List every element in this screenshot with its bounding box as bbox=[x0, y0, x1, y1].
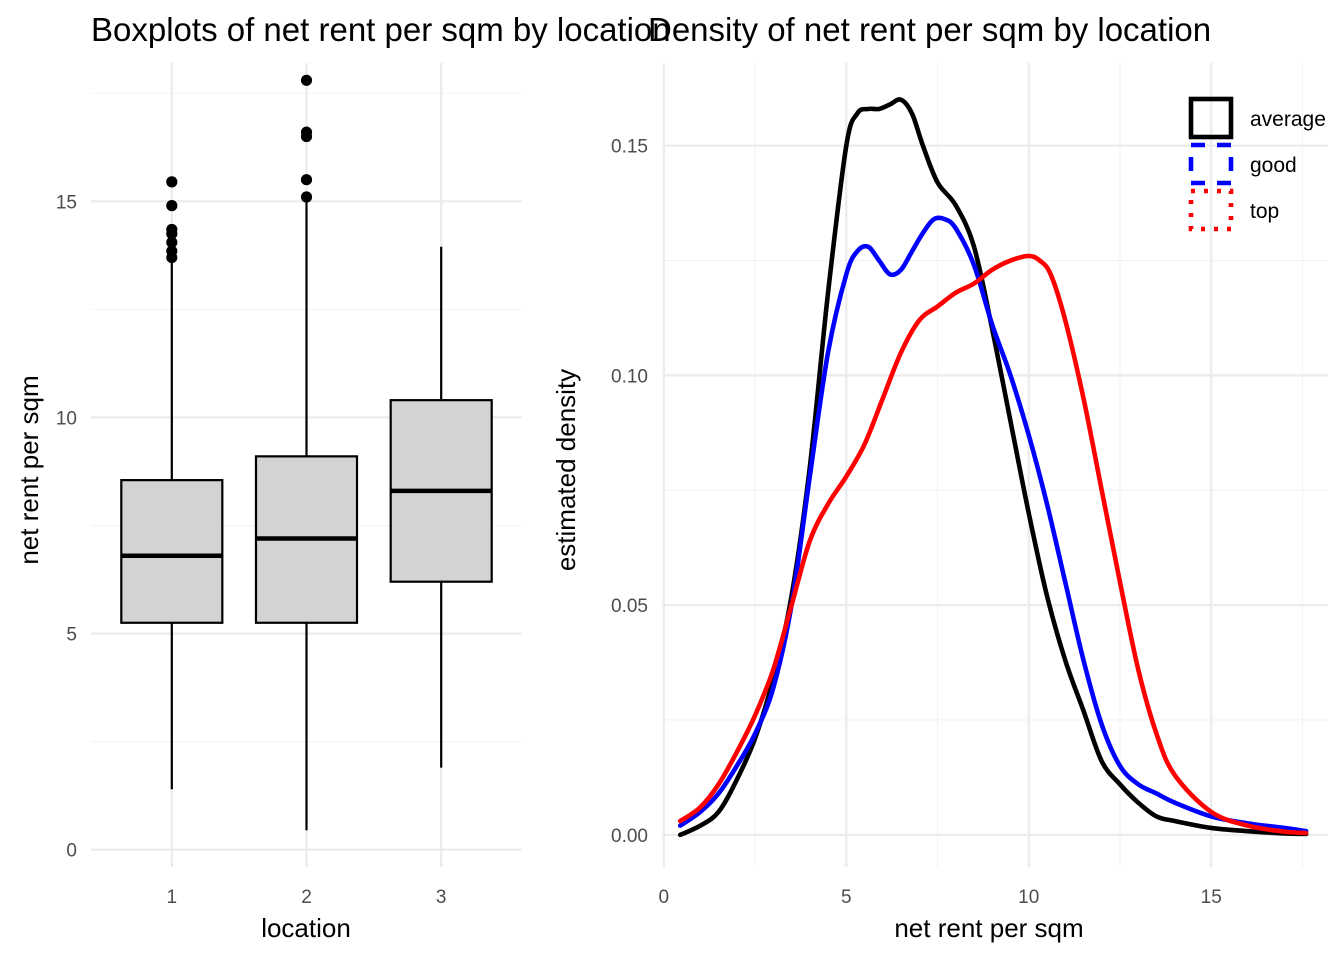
boxplot-box-location-1 bbox=[120, 176, 224, 790]
density-y-tick-labels: 0.00 0.05 0.10 0.15 bbox=[611, 137, 648, 847]
boxplot-outlier-point bbox=[300, 74, 313, 86]
boxplot-outlier-point bbox=[166, 200, 178, 212]
boxplot-outlier-point bbox=[166, 245, 178, 257]
boxplot-box-location-2 bbox=[254, 74, 359, 831]
density-x-axis-title: net rent per sqm bbox=[894, 913, 1083, 943]
boxplot-title: Boxplots of net rent per sqm by location bbox=[91, 11, 671, 48]
legend-item-top: top bbox=[1188, 188, 1279, 232]
boxplot-outlier-point bbox=[166, 236, 178, 248]
density-y-tick-label: 0.00 bbox=[611, 826, 648, 847]
density-x-tick-label: 10 bbox=[1018, 887, 1039, 908]
boxplot-x-tick-labels: 1 2 3 bbox=[167, 887, 447, 908]
boxplot-outlier-point bbox=[300, 126, 313, 138]
density-title: Density of net rent per sqm by location bbox=[648, 11, 1211, 48]
boxplot-y-axis-title: net rent per sqm bbox=[14, 375, 44, 564]
density-legend: average good top bbox=[1188, 96, 1326, 232]
boxplot-outlier-point bbox=[166, 176, 178, 188]
density-gridlines bbox=[662, 63, 1328, 867]
boxplot-y-tick-labels: 0 5 10 15 bbox=[56, 192, 77, 861]
legend-label-average: average bbox=[1250, 108, 1326, 131]
boxplot-y-tick-label: 10 bbox=[56, 408, 77, 429]
density-x-tick-labels: 0 5 10 15 bbox=[659, 887, 1222, 908]
boxplot-x-tick-label: 3 bbox=[436, 887, 447, 908]
boxplot-y-tick-label: 0 bbox=[66, 841, 77, 862]
boxplot-x-axis-title: location bbox=[261, 913, 351, 943]
boxplot-boxes bbox=[120, 74, 493, 831]
boxplot-iqr-box bbox=[120, 479, 224, 624]
density-line-top bbox=[677, 253, 1309, 836]
density-y-axis-title: estimated density bbox=[551, 369, 581, 571]
density-x-tick-label: 0 bbox=[659, 887, 670, 908]
legend-key-good bbox=[1188, 142, 1234, 186]
legend-item-average: average bbox=[1188, 96, 1326, 140]
boxplot-y-tick-label: 5 bbox=[66, 625, 77, 646]
boxplot-outlier-point bbox=[300, 174, 313, 186]
boxplot-y-tick-label: 15 bbox=[56, 192, 77, 213]
legend-label-good: good bbox=[1250, 154, 1297, 177]
legend-item-good: good bbox=[1188, 142, 1297, 186]
density-lines bbox=[677, 97, 1309, 838]
legend-key-average bbox=[1188, 96, 1234, 140]
boxplot-x-tick-label: 2 bbox=[301, 887, 312, 908]
density-panel: 0.00 0.05 0.10 0.15 0 5 10 15 net rent per sqm… bbox=[551, 63, 1328, 943]
density-y-tick-label: 0.15 bbox=[611, 137, 648, 158]
density-y-tick-label: 0.05 bbox=[611, 596, 648, 617]
boxplot-box-location-3 bbox=[389, 246, 493, 768]
boxplot-outlier-point bbox=[166, 223, 178, 236]
legend-label-top: top bbox=[1250, 200, 1279, 223]
density-y-tick-label: 0.10 bbox=[611, 366, 648, 387]
density-x-tick-label: 15 bbox=[1201, 887, 1222, 908]
boxplot-outlier-point bbox=[300, 191, 313, 203]
density-x-tick-label: 5 bbox=[841, 887, 852, 908]
boxplot-panel: 0 5 10 15 1 2 3 location net rent per sqm bbox=[14, 63, 522, 943]
boxplot-x-tick-label: 1 bbox=[167, 887, 178, 908]
